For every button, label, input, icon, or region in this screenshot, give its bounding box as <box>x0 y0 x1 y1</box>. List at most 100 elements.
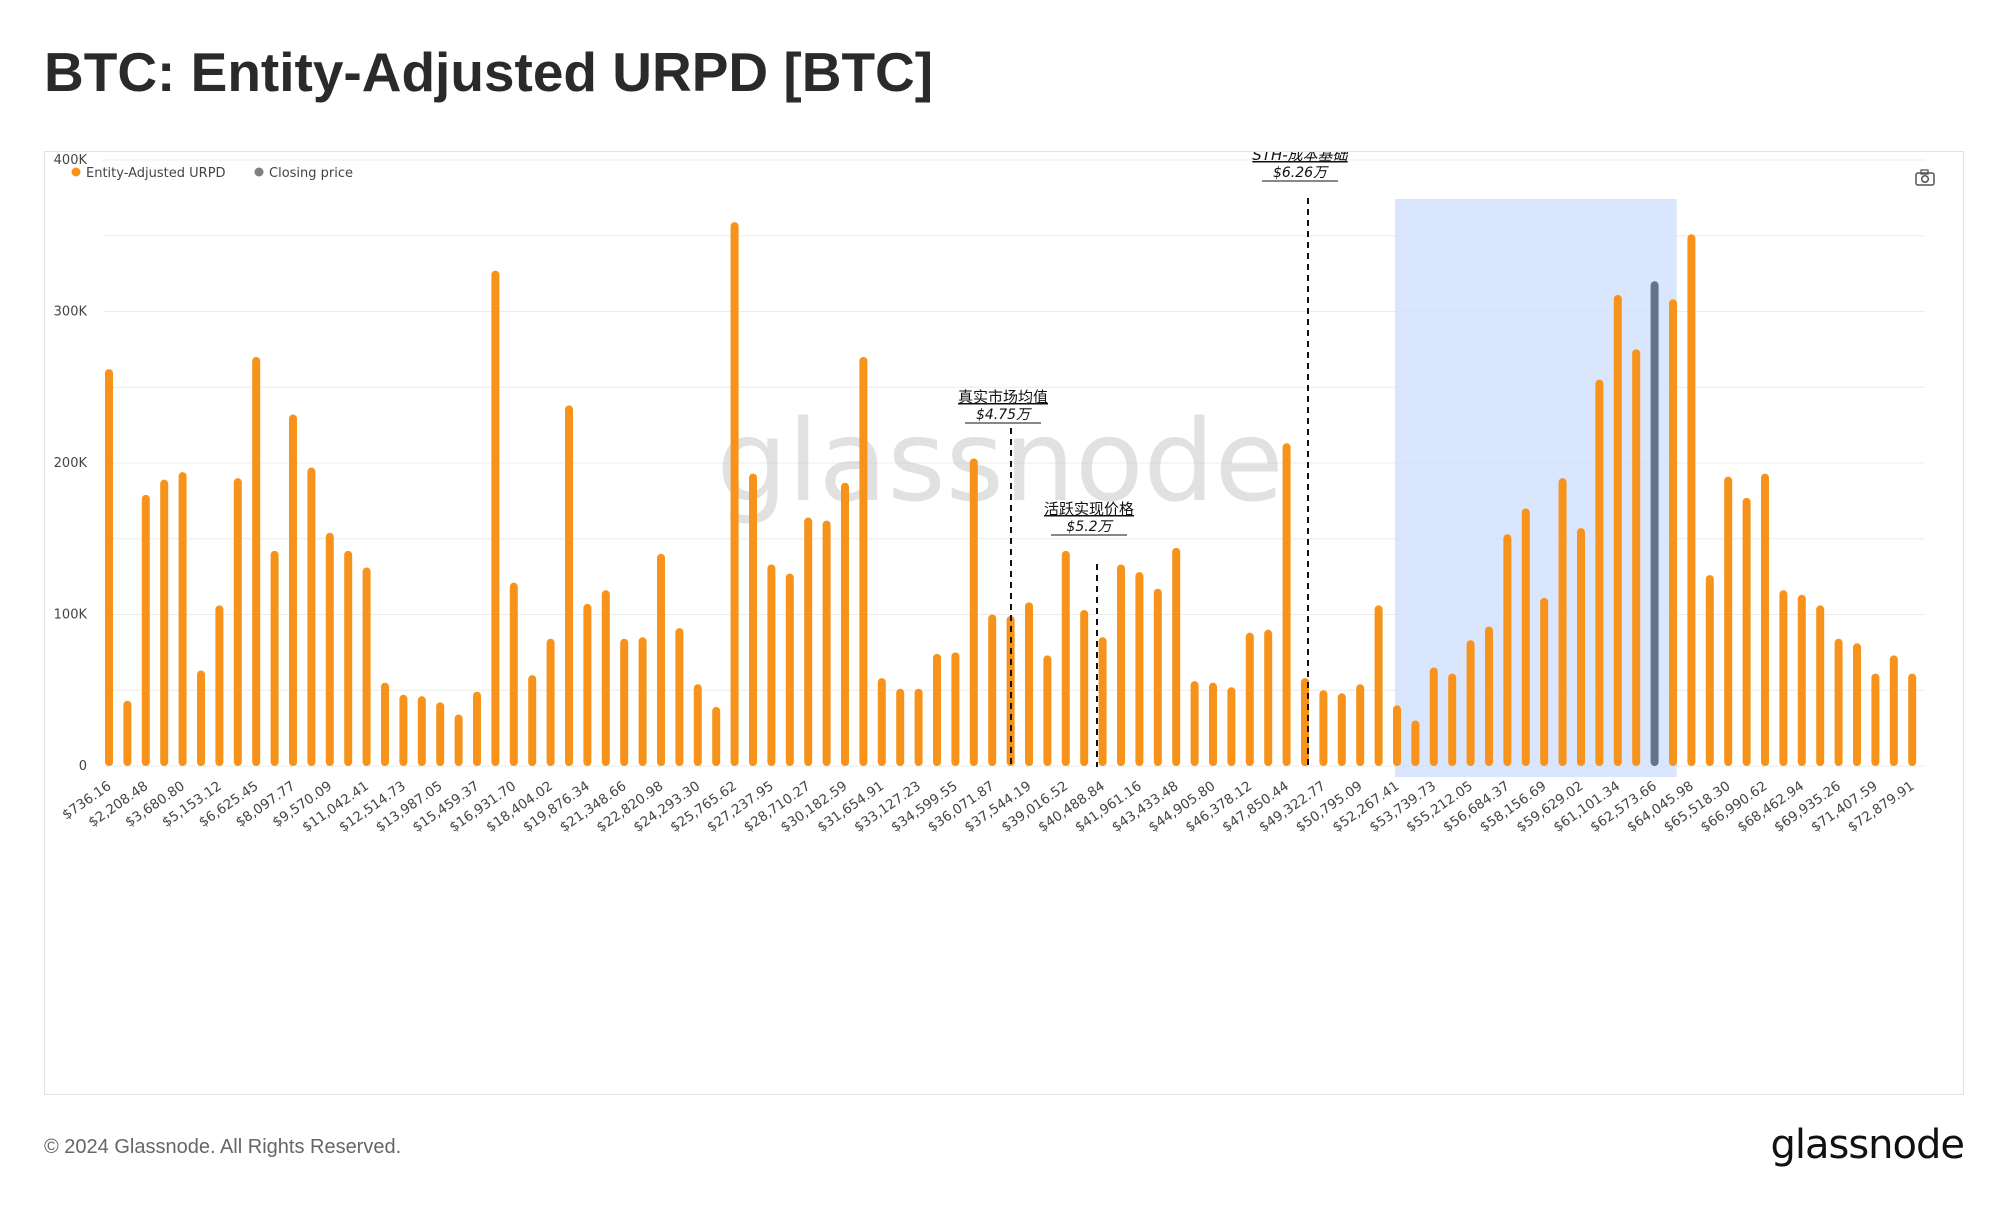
bar[interactable] <box>1853 643 1861 766</box>
bar[interactable] <box>841 482 849 766</box>
bar[interactable] <box>1613 294 1622 766</box>
bar[interactable] <box>1761 473 1769 766</box>
bar[interactable] <box>1779 590 1788 766</box>
bar[interactable] <box>546 638 555 766</box>
bar[interactable] <box>270 550 279 766</box>
bar[interactable] <box>362 567 371 766</box>
bar[interactable] <box>307 467 316 766</box>
bar[interactable] <box>1485 626 1493 766</box>
bar[interactable] <box>657 553 665 766</box>
bar[interactable] <box>1061 550 1070 766</box>
bar[interactable] <box>1411 720 1420 766</box>
bar[interactable] <box>417 696 426 766</box>
bar[interactable] <box>1117 564 1125 766</box>
bar[interactable] <box>896 688 905 766</box>
bar[interactable] <box>1080 609 1089 766</box>
bar[interactable] <box>1227 687 1236 766</box>
bar[interactable] <box>233 478 242 766</box>
bar[interactable] <box>399 694 408 766</box>
bar[interactable] <box>1429 667 1438 766</box>
bar[interactable] <box>1098 637 1107 766</box>
bar[interactable] <box>105 369 113 766</box>
bar[interactable] <box>473 691 481 766</box>
bar[interactable] <box>1025 602 1033 766</box>
legend-item-closing-price[interactable]: Closing price <box>254 166 354 181</box>
bar[interactable] <box>197 670 205 766</box>
bar[interactable] <box>1724 476 1733 766</box>
bar[interactable] <box>1172 547 1181 766</box>
bar[interactable] <box>933 653 941 766</box>
bar[interactable] <box>767 564 776 766</box>
bar[interactable] <box>215 605 224 766</box>
bar[interactable] <box>1595 379 1604 766</box>
bar[interactable] <box>730 222 739 766</box>
bar[interactable] <box>1282 443 1291 766</box>
bar[interactable] <box>583 603 592 766</box>
bar[interactable] <box>1742 497 1751 766</box>
bar[interactable] <box>1043 655 1052 766</box>
bar[interactable] <box>693 684 702 766</box>
bar[interactable] <box>289 414 297 766</box>
bar[interactable] <box>1889 655 1898 766</box>
camera-icon[interactable] <box>1915 169 1935 186</box>
bar[interactable] <box>1356 684 1365 766</box>
bar[interactable] <box>528 675 537 766</box>
bar[interactable] <box>344 550 353 766</box>
bar[interactable] <box>1577 528 1585 766</box>
bar[interactable] <box>1540 597 1549 766</box>
bar[interactable] <box>1209 682 1217 766</box>
bar[interactable] <box>1393 705 1401 766</box>
bar[interactable] <box>178 472 187 766</box>
bar[interactable] <box>141 494 150 766</box>
bar[interactable] <box>509 582 518 766</box>
bar[interactable] <box>749 473 757 766</box>
bar[interactable] <box>601 590 610 766</box>
bar[interactable] <box>1521 508 1530 766</box>
bar[interactable] <box>638 637 647 766</box>
bar[interactable] <box>1705 575 1714 766</box>
bar[interactable] <box>785 573 794 766</box>
bar[interactable] <box>454 714 463 766</box>
bar[interactable] <box>1834 638 1843 766</box>
bar[interactable] <box>914 688 923 766</box>
bar[interactable] <box>1687 234 1696 767</box>
bar[interactable] <box>123 700 132 766</box>
bar[interactable] <box>1816 605 1825 766</box>
legend-item-urpd[interactable]: Entity-Adjusted URPD <box>71 166 226 181</box>
bar[interactable] <box>1264 629 1273 766</box>
bar[interactable] <box>381 682 389 766</box>
bar[interactable] <box>1908 673 1917 766</box>
bar[interactable] <box>877 678 886 766</box>
bar[interactable] <box>804 517 813 766</box>
bar[interactable] <box>1466 640 1475 766</box>
bar[interactable] <box>252 356 261 766</box>
bar[interactable] <box>1650 281 1659 766</box>
bar[interactable] <box>620 638 629 766</box>
bar[interactable] <box>988 614 997 767</box>
bar[interactable] <box>1374 605 1383 766</box>
bar[interactable] <box>712 706 721 766</box>
bar[interactable] <box>160 479 169 766</box>
bar[interactable] <box>1190 681 1199 766</box>
bar[interactable] <box>1006 616 1015 766</box>
bar[interactable] <box>325 532 334 766</box>
glassnode-logo[interactable]: glassnode <box>1770 1122 1965 1168</box>
bar[interactable] <box>1669 299 1677 766</box>
bar[interactable] <box>1301 678 1309 766</box>
bar[interactable] <box>675 628 684 766</box>
bar[interactable] <box>859 356 868 766</box>
bar[interactable] <box>1503 534 1512 766</box>
bar[interactable] <box>1245 632 1254 766</box>
bar[interactable] <box>951 652 960 766</box>
bar[interactable] <box>1319 690 1328 766</box>
bar[interactable] <box>822 520 831 766</box>
bar[interactable] <box>969 458 978 766</box>
bar[interactable] <box>491 270 500 766</box>
bar[interactable] <box>1337 693 1346 766</box>
bar[interactable] <box>1797 594 1806 766</box>
bar[interactable] <box>1558 478 1567 766</box>
bar[interactable] <box>1871 673 1880 766</box>
bar[interactable] <box>436 702 445 766</box>
bar[interactable] <box>1632 349 1641 766</box>
bar[interactable] <box>1153 588 1162 766</box>
